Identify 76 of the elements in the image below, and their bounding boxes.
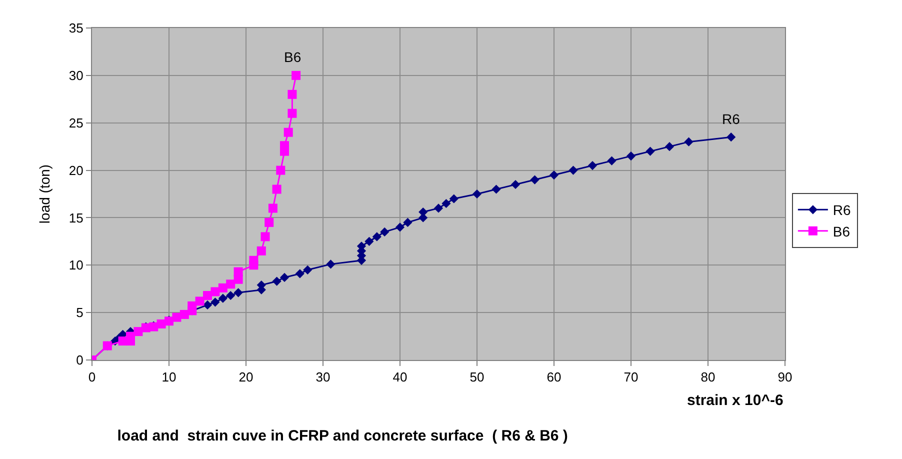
point xyxy=(295,269,304,278)
point xyxy=(646,146,655,156)
point xyxy=(395,222,405,232)
y-tick-label: 30 xyxy=(68,68,84,83)
x-tick-label: 70 xyxy=(624,370,638,385)
point xyxy=(288,90,297,99)
point xyxy=(303,265,312,274)
x-tick-label: 20 xyxy=(238,370,254,385)
point xyxy=(202,300,212,310)
point xyxy=(264,218,274,227)
point xyxy=(210,287,220,296)
point xyxy=(280,272,290,282)
point xyxy=(684,137,694,146)
y-axis-title: load (ton) xyxy=(36,164,53,224)
point xyxy=(272,184,282,194)
point xyxy=(364,236,374,246)
point xyxy=(549,170,559,180)
x-tick-label: 60 xyxy=(546,370,562,385)
text: load and strain cuve in CFRP and concrete surface ( R6 & B6 ) xyxy=(117,428,568,445)
x-tick-label: 50 xyxy=(470,370,484,385)
point xyxy=(249,256,258,265)
x-tick-label: 40 xyxy=(392,370,408,385)
point xyxy=(434,204,444,213)
point xyxy=(292,70,301,80)
point xyxy=(272,276,282,286)
point xyxy=(172,312,182,322)
point xyxy=(195,296,204,306)
point xyxy=(268,204,278,213)
x-tick-label: 10 xyxy=(162,370,176,385)
x-axis-title: strain x 10^-6 xyxy=(687,392,784,409)
point xyxy=(442,198,451,208)
point xyxy=(403,218,412,228)
point xyxy=(607,156,616,166)
point xyxy=(664,142,674,152)
point xyxy=(372,232,382,242)
point xyxy=(588,160,598,170)
x-tick-label: 0 xyxy=(88,370,96,385)
legend-label: R6 xyxy=(832,202,852,218)
point xyxy=(203,291,212,300)
point xyxy=(210,298,220,307)
point xyxy=(234,288,243,298)
annotation: B6 xyxy=(284,49,302,65)
point xyxy=(472,189,482,199)
point xyxy=(326,260,336,269)
y-tick-label: 15 xyxy=(68,210,84,226)
legend-label: B6 xyxy=(832,223,850,240)
point xyxy=(218,283,228,292)
point xyxy=(256,246,266,256)
point xyxy=(284,128,293,137)
point xyxy=(226,280,236,289)
y-tick-label: 10 xyxy=(68,258,84,273)
x-tick-label: 30 xyxy=(316,370,330,385)
x-tick-label: 80 xyxy=(700,370,716,385)
y-tick-label: 20 xyxy=(68,162,84,178)
point xyxy=(234,267,243,276)
point xyxy=(492,184,501,194)
point xyxy=(510,180,520,190)
point xyxy=(276,166,286,175)
point xyxy=(134,327,143,336)
y-tick-label: 5 xyxy=(76,305,84,320)
point xyxy=(288,108,297,118)
y-tick-label: 0 xyxy=(76,352,84,368)
point xyxy=(226,290,236,300)
point xyxy=(726,132,736,142)
y-tick-label: 25 xyxy=(68,115,84,130)
x-tick-label: 90 xyxy=(778,370,792,385)
point xyxy=(380,227,390,236)
y-tick-label: 35 xyxy=(68,20,84,36)
point xyxy=(218,294,228,303)
point xyxy=(626,152,636,161)
point xyxy=(530,175,540,184)
annotation: R6 xyxy=(722,111,740,127)
point xyxy=(449,194,458,204)
point xyxy=(260,232,270,242)
point xyxy=(188,301,197,310)
point xyxy=(568,166,578,175)
